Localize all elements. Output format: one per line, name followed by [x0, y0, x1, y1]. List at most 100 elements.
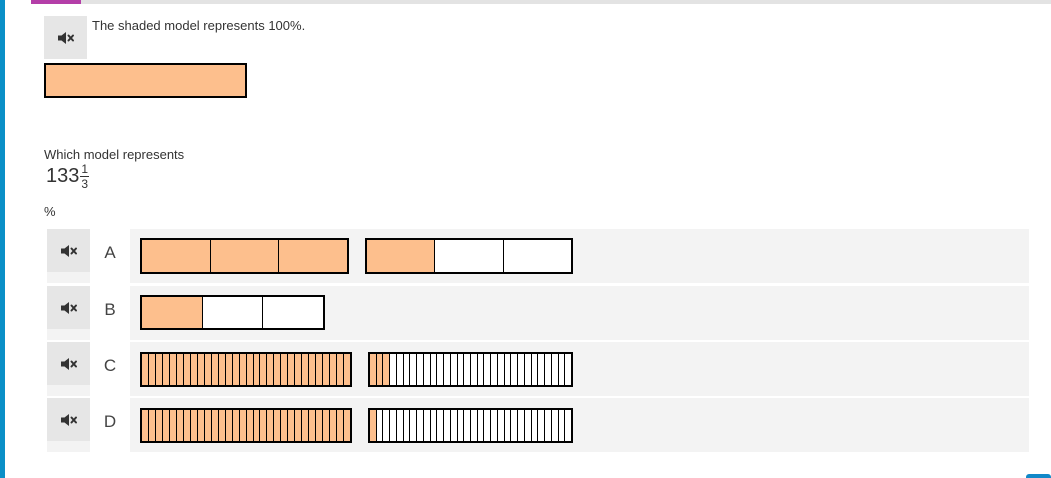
answer-option-d[interactable]: D — [47, 398, 1029, 452]
option-c-model-1 — [140, 352, 352, 387]
shaded-part — [142, 354, 148, 385]
shaded-part — [382, 354, 390, 385]
unshaded-part — [476, 410, 484, 441]
shaded-part — [245, 410, 253, 441]
unshaded-part — [463, 410, 470, 441]
shaded-part — [375, 354, 383, 385]
option-a-audio-button[interactable] — [47, 229, 90, 272]
shaded-part — [168, 354, 176, 385]
shaded-part — [280, 354, 288, 385]
unshaded-part — [382, 410, 389, 441]
mixed-number-fraction: 1 3 — [80, 161, 90, 190]
option-letter: C — [103, 356, 117, 375]
shaded-part — [142, 297, 202, 328]
option-letter-box: A — [90, 229, 130, 283]
left-accent-bar — [0, 0, 5, 478]
shaded-part — [266, 410, 274, 441]
fraction-numerator: 1 — [81, 161, 89, 176]
shaded-part — [175, 410, 183, 441]
shaded-part — [308, 354, 316, 385]
shaded-part — [280, 410, 288, 441]
unshaded-part — [429, 410, 437, 441]
option-d-model-1 — [140, 408, 352, 443]
prompt-audio-button[interactable] — [44, 16, 87, 59]
shaded-part — [154, 354, 162, 385]
shaded-part — [189, 410, 197, 441]
shaded-part — [196, 354, 204, 385]
unshaded-part — [395, 354, 403, 385]
shaded-part — [287, 410, 295, 441]
unshaded-part — [496, 410, 504, 441]
option-b-model-1 — [140, 295, 325, 330]
unshaded-part — [443, 354, 450, 385]
shaded-part — [287, 354, 295, 385]
option-a-model-1 — [140, 238, 349, 274]
unshaded-part — [530, 410, 538, 441]
shaded-part — [336, 354, 344, 385]
unshaded-part — [429, 354, 437, 385]
shaded-part — [231, 354, 239, 385]
shaded-part — [182, 354, 190, 385]
shaded-part — [196, 410, 204, 441]
question-text: Which model represents — [44, 147, 185, 162]
shaded-part — [266, 354, 274, 385]
shaded-part — [322, 354, 330, 385]
unshaded-part — [523, 354, 531, 385]
unshaded-part — [436, 410, 443, 441]
unshaded-part — [537, 410, 544, 441]
option-d-audio-button[interactable] — [47, 398, 90, 441]
unshaded-part — [517, 410, 524, 441]
shaded-part — [217, 410, 225, 441]
unshaded-part — [557, 354, 565, 385]
unshaded-part — [409, 354, 416, 385]
shaded-part — [168, 410, 176, 441]
answer-option-b[interactable]: B — [47, 286, 1029, 340]
unshaded-part — [389, 410, 396, 441]
shaded-part — [182, 410, 190, 441]
unshaded-part — [544, 410, 551, 441]
shaded-part — [273, 354, 281, 385]
shaded-part — [278, 240, 348, 272]
option-b-audio-button[interactable] — [47, 286, 90, 329]
shaded-part — [142, 240, 210, 272]
option-letter: A — [104, 243, 116, 262]
unshaded-part — [402, 354, 410, 385]
corner-button[interactable] — [1026, 474, 1051, 478]
shaded-part — [329, 410, 337, 441]
answer-option-c[interactable]: C — [47, 342, 1029, 396]
unshaded-part — [502, 240, 571, 272]
shaded-part — [147, 410, 155, 441]
unshaded-part — [436, 354, 443, 385]
shaded-part — [217, 354, 225, 385]
shaded-part — [294, 410, 302, 441]
shaded-part — [224, 354, 232, 385]
shaded-part — [308, 410, 316, 441]
unshaded-part — [395, 410, 403, 441]
shaded-part — [245, 354, 253, 385]
unshaded-part — [416, 354, 423, 385]
top-progress-track — [31, 0, 1051, 4]
shaded-part — [367, 240, 435, 272]
unshaded-part — [422, 354, 430, 385]
shaded-part — [209, 240, 279, 272]
muted-speaker-icon — [60, 244, 77, 257]
unshaded-part — [402, 410, 410, 441]
shaded-part — [336, 410, 344, 441]
unshaded-part — [449, 354, 457, 385]
unshaded-part — [530, 354, 538, 385]
unshaded-part — [503, 410, 511, 441]
option-c-audio-button[interactable] — [47, 342, 90, 385]
shaded-part — [210, 410, 218, 441]
option-letter-box: B — [90, 286, 130, 340]
shaded-part — [238, 410, 246, 441]
shaded-part — [343, 354, 351, 385]
whole-model — [44, 63, 247, 98]
shaded-part — [259, 410, 267, 441]
answer-option-a[interactable]: A — [47, 229, 1029, 283]
shaded-part — [231, 410, 239, 441]
muted-speaker-icon — [60, 357, 77, 370]
unshaded-part — [443, 410, 450, 441]
unshaded-part — [262, 297, 323, 328]
unshaded-part — [483, 354, 490, 385]
prompt-text: The shaded model represents 100%. — [92, 18, 306, 33]
